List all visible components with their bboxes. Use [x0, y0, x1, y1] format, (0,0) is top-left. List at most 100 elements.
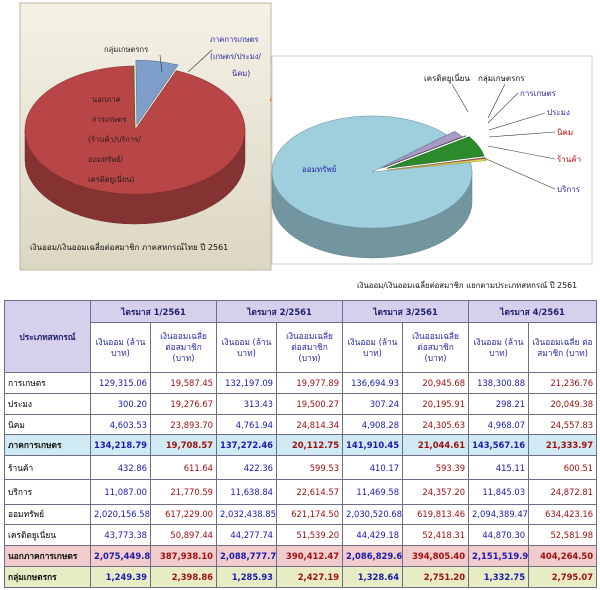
pie-chart-cooperative-sectors: [24, 59, 246, 225]
savings-cell: 2,088,777.79: [216, 545, 278, 568]
table-body: การเกษตร 129,315.06 19,587.45 132,197.09 19,…: [4, 372, 598, 588]
header-savings: เงินออม (ล้านบาท): [90, 322, 151, 373]
avg-savings-cell: 2,398.86: [149, 566, 218, 588]
savings-cell: 134,218.79: [90, 434, 151, 457]
pie2-leader-line: [487, 145, 556, 160]
savings-cell: 138,300.88: [468, 372, 530, 394]
savings-cell: 1,328.64: [342, 566, 404, 588]
avg-savings-cell: 611.64: [149, 455, 218, 481]
pie2-label: การเกษตร: [520, 89, 557, 98]
avg-savings-cell: 600.51: [528, 455, 598, 481]
pie2-slice-0: [271, 115, 473, 229]
table-row: นอกภาคการเกษตร 2,075,449.82 387,938.10 2,08…: [4, 545, 598, 568]
savings-cell: 11,087.00: [90, 479, 151, 505]
row-label: ประมง: [4, 392, 91, 415]
row-label: บริการ: [4, 479, 91, 505]
avg-savings-cell: 24,557.83: [528, 413, 598, 436]
avg-savings-cell: 20,195.91: [402, 392, 470, 415]
header-avg-savings: เงินออมเฉลี่ย ต่อสมาชิก (บาท): [149, 322, 218, 373]
row-label: ภาคการเกษตร: [4, 434, 91, 457]
avg-savings-cell: 2,427.19: [276, 566, 344, 588]
table-row: บริการ 11,087.00 21,770.59 11,638.84 22,614.…: [4, 479, 598, 505]
pie2-slice-2: [383, 135, 467, 168]
avg-savings-cell: 19,708.57: [149, 434, 218, 457]
avg-savings-cell: 51,539.20: [276, 524, 344, 547]
avg-savings-cell: 593.39: [402, 455, 470, 481]
savings-cell: 432.86: [90, 455, 151, 481]
pie2-label: เครดิตยูเนี่ยน: [424, 72, 470, 84]
savings-cell: 141,910.45: [342, 434, 404, 457]
pie2-leader-line: [483, 157, 556, 190]
avg-savings-cell: 21,044.61: [402, 434, 470, 457]
avg-savings-cell: 24,305.63: [402, 413, 470, 436]
savings-cell: 2,094,389.47: [468, 503, 530, 526]
avg-savings-cell: 621,174.50: [276, 503, 344, 526]
row-label: ร้านค้า: [4, 455, 91, 481]
avg-savings-cell: 619,813.46: [402, 503, 470, 526]
savings-cell: 129,315.06: [90, 372, 151, 394]
pie1-slice-1: [133, 65, 136, 131]
savings-cell: 2,151,519.91: [468, 545, 530, 568]
savings-cell: 307.24: [342, 392, 404, 415]
header-quarter-3: ไตรมาส 3/2561: [342, 300, 470, 323]
header-quarter-4: ไตรมาส 4/2561: [468, 300, 598, 323]
header-avg-savings: เงินออมเฉลี่ย ต่อสมาชิก (บาท): [402, 322, 470, 373]
pie2-label: ร้านค้า: [557, 155, 581, 164]
pie1-label-nonagri: นอกภาคการเกษตร(ร้านค้า/บริการ/ออมทรัพย์/…: [88, 95, 141, 184]
row-label: นิคม: [4, 413, 91, 436]
pie2-label: กลุ่มเกษตรกร: [478, 74, 525, 83]
avg-savings-cell: 50,897.44: [149, 524, 218, 547]
table-row: เครดิตยูเนี่ยน 43,773.38 50,897.44 44,277.7…: [4, 524, 598, 547]
table-row: การเกษตร 129,315.06 19,587.45 132,197.09 19,…: [4, 372, 598, 394]
pie1-leader-line: [187, 49, 213, 73]
table-row: ออมทรัพย์ 2,020,156.58 617,229.00 2,032,438…: [4, 503, 598, 526]
right-chart-title: เงินออม/เงินออมเฉลี่ยต่อสมาชิก แยกตามประ…: [357, 280, 577, 290]
avg-savings-cell: 21,770.59: [149, 479, 218, 505]
savings-cell: 410.17: [342, 455, 404, 481]
header-savings: เงินออม (ล้านบาท): [216, 322, 278, 373]
pie1-label-agri: ภาคการเกษตร(เกษตร/ประมง/นิคม): [210, 35, 261, 78]
savings-cell: 415.11: [468, 455, 530, 481]
header-cooperative-type: ประเภทสหกรณ์: [4, 300, 91, 373]
header-avg-savings: เงินออมเฉลี่ย ต่อสมาชิก (บาท): [528, 322, 598, 373]
savings-cell: 298.21: [468, 392, 530, 415]
avg-savings-cell: 52,418.31: [402, 524, 470, 547]
savings-cell: 4,761.94: [216, 413, 278, 436]
savings-cell: 44,870.30: [468, 524, 530, 547]
pie2-leader-line: [488, 131, 556, 138]
avg-savings-cell: 2,795.07: [528, 566, 598, 588]
avg-savings-cell: 23,893.70: [149, 413, 218, 436]
table-row: ร้านค้า 432.86 611.64 422.36 599.53 410.17 593…: [4, 455, 598, 481]
savings-cell: 300.20: [90, 392, 151, 415]
avg-savings-cell: 24,872.81: [528, 479, 598, 505]
table-row: ประมง 300.20 19,276.67 313.43 19,500.27 307.2…: [4, 392, 598, 415]
pie1-label-farmer-group: กลุ่มเกษตรกร: [104, 45, 148, 54]
avg-savings-cell: 19,276.67: [149, 392, 218, 415]
avg-savings-cell: 387,938.10: [149, 545, 218, 568]
savings-cell: 44,277.74: [216, 524, 278, 547]
pie1-slice-2: [135, 59, 179, 126]
avg-savings-cell: 19,500.27: [276, 392, 344, 415]
pie2-label: ประมง: [547, 108, 570, 117]
avg-savings-cell: 617,229.00: [149, 503, 218, 526]
avg-savings-cell: 21,236.76: [528, 372, 598, 394]
row-label: การเกษตร: [4, 372, 91, 394]
header-savings: เงินออม (ล้านบาท): [468, 322, 530, 373]
avg-savings-cell: 52,581.98: [528, 524, 598, 547]
table-row: ภาคการเกษตร 134,218.79 19,708.57 137,272.46…: [4, 434, 598, 457]
pie2-label: บริการ: [557, 185, 581, 194]
avg-savings-cell: 2,751.20: [402, 566, 470, 588]
savings-cell: 2,075,449.82: [90, 545, 151, 568]
pie2-label: ออมทรัพย์: [302, 164, 336, 174]
header-avg-savings: เงินออมเฉลี่ย ต่อสมาชิก (บาท): [276, 322, 344, 373]
avg-savings-cell: 599.53: [276, 455, 344, 481]
savings-cell: 1,332.75: [468, 566, 530, 588]
avg-savings-cell: 19,587.45: [149, 372, 218, 394]
pie2-leader-line: [487, 83, 506, 119]
savings-cell: 4,908.28: [342, 413, 404, 436]
savings-cell: 2,086,829.61: [342, 545, 404, 568]
header-savings: เงินออม (ล้านบาท): [342, 322, 404, 373]
savings-cell: 4,603.53: [90, 413, 151, 436]
header-quarter-2: ไตรมาส 2/2561: [216, 300, 344, 323]
savings-cell: 11,469.58: [342, 479, 404, 505]
